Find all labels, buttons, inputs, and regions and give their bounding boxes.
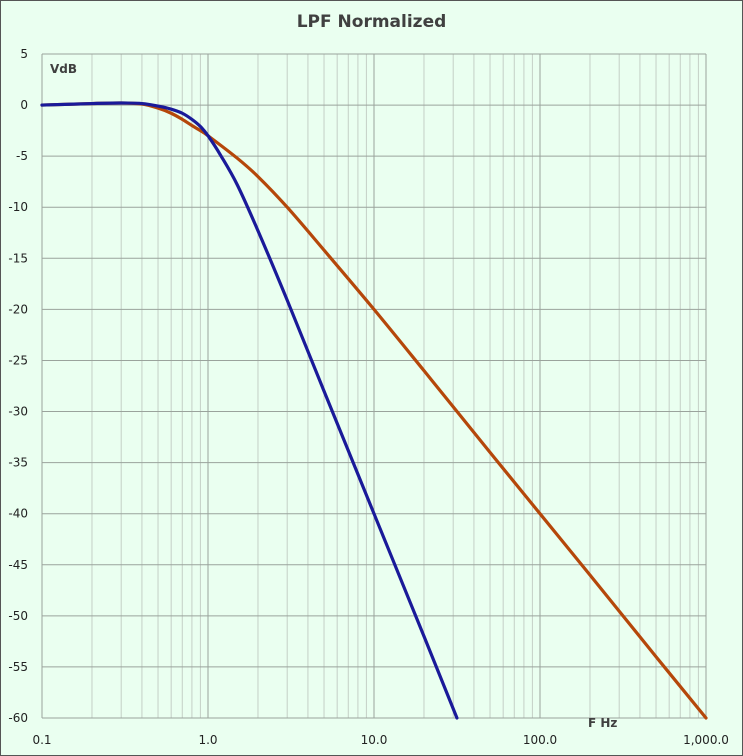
y-tick-label: -50 (8, 609, 28, 623)
y-tick-label: -20 (8, 302, 28, 316)
series-line-blue (40, 101, 459, 720)
x-tick-label: 10.0 (361, 733, 388, 747)
y-tick-label: -45 (8, 558, 28, 572)
series-lines (40, 101, 708, 720)
y-tick-label: -30 (8, 405, 28, 419)
grid-lines (41, 53, 707, 719)
x-tick-label: 100.0 (523, 733, 557, 747)
y-tick-label: -55 (8, 660, 28, 674)
y-tick-label: -60 (8, 711, 28, 725)
y-axis-label: VdB (50, 62, 77, 76)
y-tick-label: -25 (8, 353, 28, 367)
y-axis-ticks: 5 0 -5 -10 -15 -20 -25 -30 -35 -40 -45 -50 -55 -60 (8, 47, 28, 725)
y-tick-label: 5 (20, 47, 28, 61)
y-tick-label: -15 (8, 251, 28, 265)
x-tick-label: 0.1 (32, 733, 51, 747)
x-tick-label: 1.0 (198, 733, 217, 747)
x-axis-label: F Hz (588, 716, 617, 730)
x-tick-label: 1,000.0 (683, 733, 729, 747)
y-tick-label: -10 (8, 200, 28, 214)
y-tick-label: -35 (8, 456, 28, 470)
y-tick-label: -40 (8, 507, 28, 521)
y-tick-label: -5 (16, 149, 28, 163)
x-axis-ticks: 0.1 1.0 10.0 100.0 1,000.0 (32, 733, 728, 747)
chart-title: LPF Normalized (296, 12, 447, 32)
y-tick-label: 0 (20, 98, 28, 112)
